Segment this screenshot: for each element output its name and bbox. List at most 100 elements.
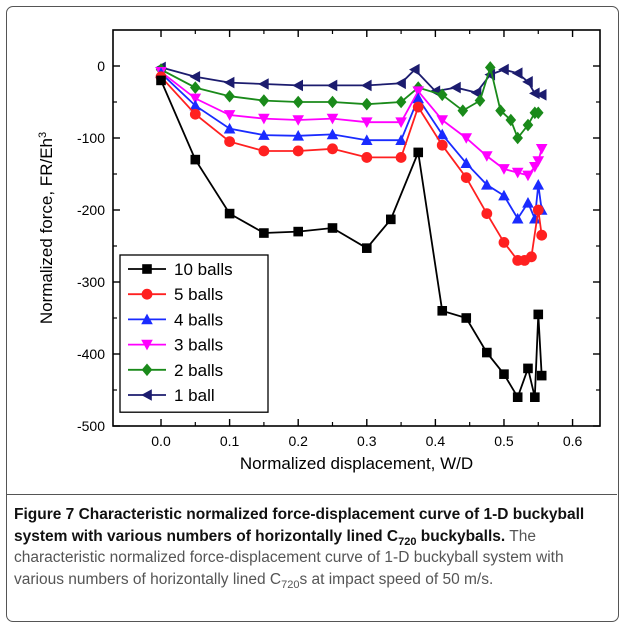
data-point (258, 145, 270, 157)
x-tick-label: 0.6 (563, 433, 583, 449)
data-point (522, 170, 534, 182)
caption-desc-part1: The characteristic normalized force-disp… (14, 527, 564, 588)
data-point (385, 214, 396, 225)
data-point (498, 189, 510, 201)
series-1-ball (155, 61, 547, 101)
data-point (395, 95, 407, 109)
data-point (505, 113, 517, 127)
series-10-balls (156, 75, 547, 402)
data-point (292, 145, 304, 157)
data-point (361, 152, 373, 163)
data-point (326, 113, 339, 125)
data-point (529, 212, 541, 224)
data-point (470, 86, 482, 99)
data-point (223, 76, 235, 89)
data-point (530, 392, 540, 402)
plot-area-frame (112, 29, 601, 427)
data-point (481, 208, 493, 220)
data-point (536, 370, 547, 381)
data-point (533, 309, 544, 320)
data-point (360, 117, 373, 128)
data-point (511, 67, 523, 79)
data-point (526, 251, 537, 263)
figure-frame (6, 6, 619, 622)
x-tick-label: 0.2 (288, 433, 308, 449)
data-point (360, 79, 372, 92)
data-point (258, 129, 270, 140)
x-tick-label: 0.0 (151, 433, 171, 449)
data-point (522, 197, 534, 208)
caption-text: Figure 7 Characteristic normalized force… (14, 504, 604, 590)
legend-marker (141, 389, 152, 401)
caption-title-part2: buckyballs. (416, 527, 506, 545)
y-tick-label: -500 (77, 418, 105, 434)
data-point (259, 228, 269, 238)
data-point (532, 156, 545, 167)
data-point (190, 81, 201, 94)
data-point (327, 95, 338, 109)
y-tick-label: -400 (77, 346, 105, 362)
data-point (461, 313, 472, 323)
data-point (529, 87, 540, 100)
data-point (536, 229, 548, 241)
data-point (436, 88, 448, 102)
data-point (258, 78, 269, 90)
legend: 10 balls 5 balls 4 balls 3 balls 2 balls 1 ba… (119, 254, 269, 413)
series-line (160, 76, 543, 262)
caption-title-subscript: 720 (398, 535, 417, 548)
x-tick-label: 0.3 (357, 433, 377, 449)
data-point (189, 99, 202, 111)
data-point (223, 122, 236, 134)
data-point (498, 237, 510, 248)
data-point (460, 157, 473, 168)
legend-marker (141, 288, 153, 300)
data-point (258, 113, 270, 125)
data-point (395, 117, 407, 128)
data-point (360, 134, 373, 145)
x-tick-label: 0.4 (426, 433, 446, 449)
data-point (189, 71, 201, 83)
data-point (523, 363, 533, 374)
data-point (292, 79, 303, 92)
data-point (450, 81, 461, 94)
legend-label: 1 ball (174, 386, 215, 405)
caption-divider (6, 494, 617, 495)
data-point (327, 223, 338, 233)
data-point (495, 104, 506, 117)
data-point (436, 128, 449, 140)
data-point (395, 152, 407, 163)
force-displacement-chart: 0.0 0.1 0.2 0.3 0.4 0.5 0.6 0 -100 -200 -300 -400 -5… (37, 29, 601, 473)
data-point (481, 151, 493, 162)
data-point (224, 208, 235, 219)
data-point (481, 179, 493, 190)
data-point (512, 392, 523, 402)
legend-marker (141, 339, 153, 351)
data-point (190, 154, 201, 165)
caption-desc-part2: s at impact speed of 50 m/s. (299, 570, 494, 588)
data-point (326, 128, 339, 140)
data-point (395, 134, 407, 145)
series-3-balls (155, 66, 548, 182)
legend-box (119, 254, 269, 413)
data-point (498, 164, 510, 175)
x-axis-label: Normalized displacement, W/D (240, 454, 473, 473)
data-point (511, 167, 524, 179)
data-point (532, 179, 545, 190)
data-point (499, 369, 509, 379)
data-point (412, 86, 425, 97)
data-point (460, 172, 472, 184)
data-point (412, 101, 424, 113)
data-point (522, 76, 533, 88)
data-point (409, 63, 420, 76)
data-point (156, 75, 166, 86)
y-tick-label: -100 (77, 130, 105, 146)
legend-label: 10 balls (174, 260, 233, 279)
data-point (482, 347, 492, 358)
series-4-balls (155, 67, 548, 224)
data-point (498, 63, 509, 76)
y-tick-label: -300 (77, 274, 105, 290)
data-point (292, 115, 304, 126)
data-point (189, 93, 202, 105)
data-point (327, 143, 338, 155)
data-point (511, 212, 524, 224)
